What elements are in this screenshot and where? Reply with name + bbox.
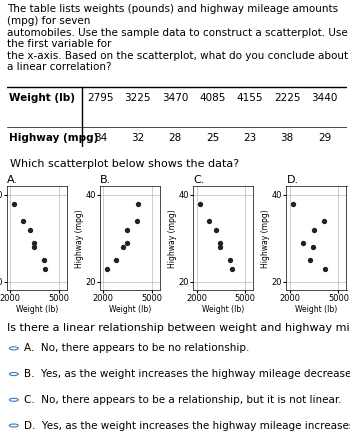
Text: 32: 32	[131, 133, 144, 143]
Point	[217, 239, 223, 246]
Text: Which scatterplot below shows the data?: Which scatterplot below shows the data?	[10, 159, 239, 169]
Text: 2225: 2225	[274, 93, 300, 103]
Text: 28: 28	[168, 133, 182, 143]
X-axis label: Weight (lb): Weight (lb)	[109, 305, 151, 314]
Point	[104, 265, 110, 272]
Point	[229, 265, 234, 272]
Text: C.: C.	[193, 175, 205, 186]
Point	[124, 239, 130, 246]
Text: 29: 29	[318, 133, 331, 143]
X-axis label: Weight (lb): Weight (lb)	[295, 305, 338, 314]
Text: B.  Yes, as the weight increases the highway mileage decreases.: B. Yes, as the weight increases the high…	[24, 369, 350, 379]
Point	[321, 218, 326, 225]
Point	[11, 200, 17, 207]
Text: 3225: 3225	[125, 93, 151, 103]
Text: B.: B.	[100, 175, 111, 186]
Point	[218, 243, 223, 250]
Point	[125, 226, 130, 233]
Text: The table lists weights (pounds) and highway mileage amounts (mpg) for seven
aut: The table lists weights (pounds) and hig…	[7, 4, 348, 72]
Point	[134, 218, 140, 225]
Point	[307, 256, 312, 263]
Point	[120, 243, 126, 250]
Point	[206, 218, 212, 225]
Text: Weight (lb): Weight (lb)	[9, 93, 75, 103]
Y-axis label: Highway (mpg): Highway (mpg)	[261, 209, 270, 268]
Point	[300, 239, 305, 246]
Point	[41, 256, 47, 263]
Text: 3440: 3440	[311, 93, 338, 103]
X-axis label: Weight (lb): Weight (lb)	[16, 305, 58, 314]
Point	[310, 243, 316, 250]
Text: 3470: 3470	[162, 93, 188, 103]
Point	[228, 256, 233, 263]
Text: A.  No, there appears to be no relationship.: A. No, there appears to be no relationsh…	[24, 343, 249, 353]
Point	[42, 265, 48, 272]
Point	[322, 265, 328, 272]
Text: 34: 34	[94, 133, 107, 143]
Point	[135, 200, 141, 207]
Point	[311, 226, 316, 233]
X-axis label: Weight (lb): Weight (lb)	[202, 305, 244, 314]
Text: Is there a linear relationship between weight and highway mileage?: Is there a linear relationship between w…	[7, 323, 350, 333]
Y-axis label: Highway (mpg): Highway (mpg)	[75, 209, 84, 268]
Point	[214, 226, 219, 233]
Y-axis label: Highway (mpg): Highway (mpg)	[168, 209, 177, 268]
Text: D.  Yes, as the weight increases the highway mileage increases.: D. Yes, as the weight increases the high…	[24, 420, 350, 431]
Point	[20, 218, 26, 225]
Text: 4085: 4085	[199, 93, 226, 103]
Point	[27, 226, 33, 233]
Text: D.: D.	[286, 175, 299, 186]
Point	[31, 239, 36, 246]
Point	[290, 200, 296, 207]
Text: 38: 38	[280, 133, 294, 143]
Point	[197, 200, 203, 207]
Text: 23: 23	[243, 133, 256, 143]
Text: Highway (mpg): Highway (mpg)	[9, 133, 98, 143]
Text: 2795: 2795	[87, 93, 114, 103]
Point	[113, 256, 119, 263]
Text: 4155: 4155	[237, 93, 263, 103]
Text: 25: 25	[206, 133, 219, 143]
Text: A.: A.	[7, 175, 18, 186]
Point	[31, 243, 37, 250]
Text: C.  No, there appears to be a relationship, but it is not linear.: C. No, there appears to be a relationshi…	[24, 395, 342, 405]
